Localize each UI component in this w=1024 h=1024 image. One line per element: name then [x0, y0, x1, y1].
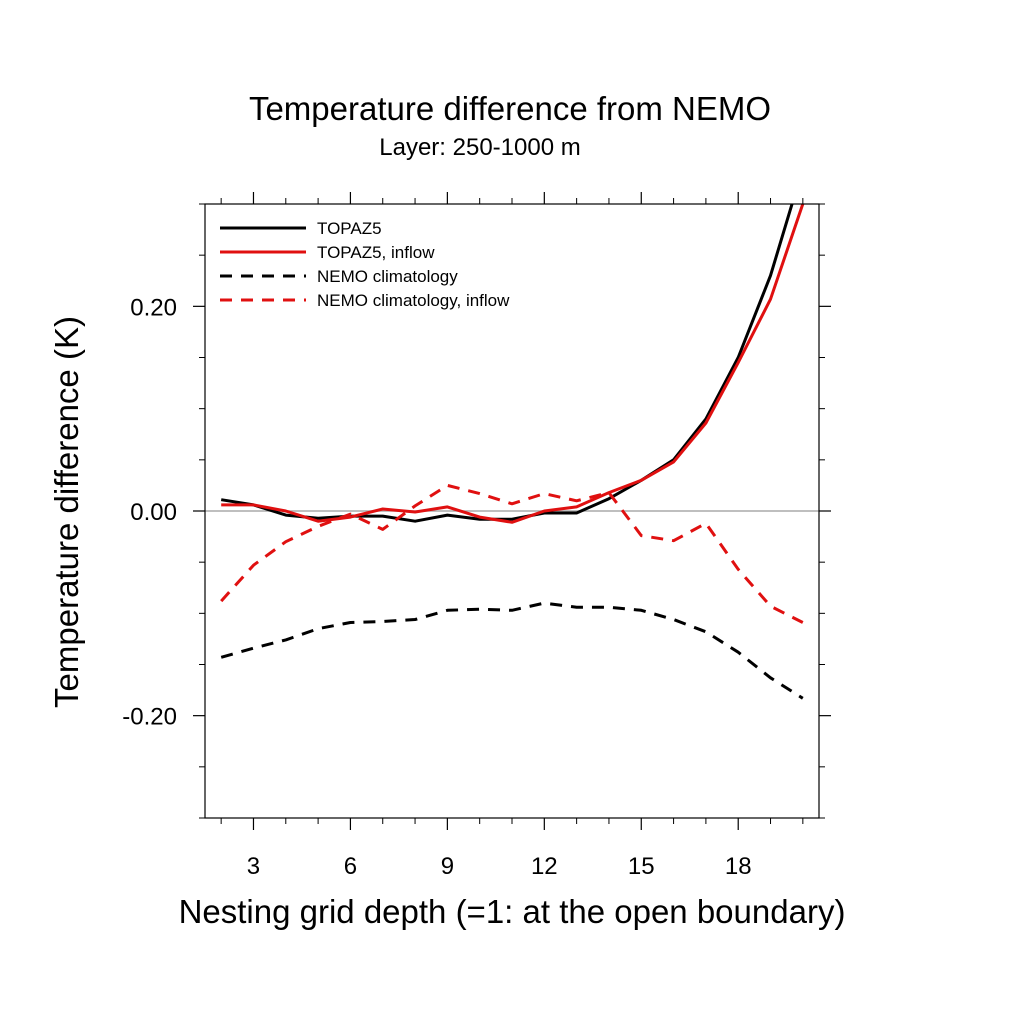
series-line-nemo-climatology: [220, 601, 804, 700]
legend-label: NEMO climatology: [317, 267, 458, 286]
chart-title: Temperature difference from NEMO: [248, 90, 772, 127]
tick-labels: 3 6 9 12 15 18 -0.20 0.00 0.20: [122, 294, 751, 880]
minor-ticks: [199, 198, 825, 824]
legend: TOPAZ5 TOPAZ5, inflow NEMO climatology NEMO…: [220, 219, 510, 310]
x-tick-label: 12: [531, 853, 558, 880]
major-ticks: [193, 192, 831, 830]
x-tick-label: 15: [628, 853, 655, 880]
x-tick-label: 6: [344, 853, 357, 880]
series-line-topaz5-inflow: [221, 204, 805, 524]
series-line-nemo-climatology-inflow: [220, 483, 804, 624]
x-tick-label: 3: [247, 853, 260, 880]
y-axis-label: Temperature difference (K): [48, 316, 85, 708]
x-tick-label: 9: [441, 853, 454, 880]
y-tick-label: -0.20: [122, 704, 177, 731]
x-tick-label: 18: [725, 853, 752, 880]
legend-label: TOPAZ5, inflow: [317, 243, 435, 262]
series-lines: [220, 204, 805, 700]
legend-label: TOPAZ5: [317, 219, 382, 238]
y-tick-label: 0.00: [130, 499, 177, 526]
x-axis-label: Nesting grid depth (=1: at the open boun…: [178, 893, 846, 930]
series-line-topaz5: [220, 204, 794, 523]
y-tick-label: 0.20: [130, 294, 177, 321]
legend-label: NEMO climatology, inflow: [317, 291, 510, 310]
chart-subtitle: Layer: 250-1000 m: [379, 134, 581, 161]
